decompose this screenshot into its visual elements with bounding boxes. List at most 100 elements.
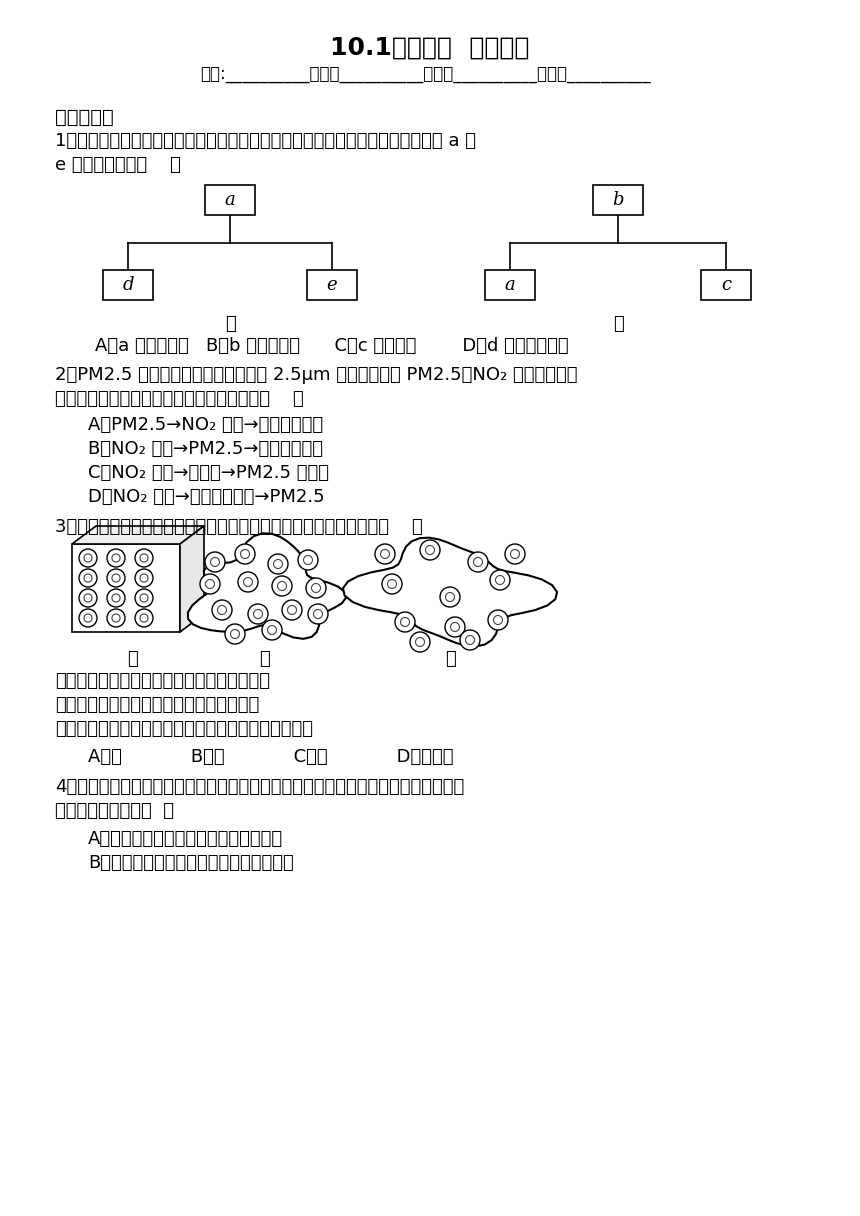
Text: B．把物质不断分割，分到物质看不见为止: B．把物质不断分割，分到物质看不见为止 [88,854,294,872]
Circle shape [440,587,460,607]
Circle shape [112,593,120,602]
Text: 2．PM2.5 是指大气中直径小于或等于 2.5μm 的颗粒物，把 PM2.5、NO₂ 分子、电子、: 2．PM2.5 是指大气中直径小于或等于 2.5μm 的颗粒物，把 PM2.5、… [55,366,578,384]
Circle shape [135,609,153,627]
Circle shape [474,557,482,567]
Circle shape [79,589,97,607]
Circle shape [494,615,502,625]
Circle shape [490,570,510,590]
Circle shape [420,540,440,561]
Circle shape [225,624,245,644]
Circle shape [388,580,396,589]
Circle shape [495,575,505,585]
Text: c: c [721,276,731,294]
Circle shape [205,552,225,572]
Polygon shape [343,537,557,647]
Bar [701,270,751,300]
Bar [593,185,643,215]
Text: D．NO₂ 分子→原子核一电子→PM2.5: D．NO₂ 分子→原子核一电子→PM2.5 [88,488,324,506]
Text: 丙．分子几乎不受力的作用，就像操场上乱跑的学生。: 丙．分子几乎不受力的作用，就像操场上乱跑的学生。 [55,720,313,738]
Text: 学校:__________姓名：__________班级：__________考号：__________: 学校:__________姓名：__________班级：__________考… [200,66,651,84]
Circle shape [465,636,475,644]
Circle shape [84,574,92,582]
Circle shape [248,604,268,624]
Text: 乙: 乙 [612,315,624,333]
Text: d: d [122,276,134,294]
Circle shape [243,578,253,586]
Circle shape [298,550,318,570]
Text: a: a [505,276,515,294]
Circle shape [311,584,321,592]
Circle shape [211,557,219,567]
Text: C．NO₂ 分子→原子核→PM2.5 一电子: C．NO₂ 分子→原子核→PM2.5 一电子 [88,465,329,482]
Bar [307,270,357,300]
Circle shape [112,574,120,582]
Text: 甲: 甲 [224,315,236,333]
Text: a: a [224,191,236,209]
Bar [205,185,255,215]
Circle shape [218,606,226,614]
Circle shape [140,593,148,602]
Polygon shape [180,527,204,632]
Circle shape [375,544,395,564]
Bar [103,270,153,300]
Text: A．a 表示氧原子   B．b 表示原子核      C．c 表示电子        D．d 可能带负电荷: A．a 表示氧原子 B．b 表示原子核 C．c 表示电子 D．d 可能带负电荷 [95,337,568,355]
Circle shape [306,578,326,598]
Text: 丙: 丙 [445,651,456,668]
Circle shape [314,609,322,619]
Circle shape [206,580,214,589]
Circle shape [308,604,328,624]
Circle shape [230,630,239,638]
Circle shape [395,612,415,632]
Circle shape [262,620,282,640]
Text: b: b [612,191,624,209]
Circle shape [107,589,125,607]
Text: A．甲            B．乙            C．丙            D．乙和丙: A．甲 B．乙 C．丙 D．乙和丙 [88,748,453,766]
Polygon shape [188,534,346,638]
Circle shape [212,599,232,620]
Circle shape [112,614,120,623]
Bar [485,270,535,300]
Circle shape [135,589,153,607]
Text: 10.1认识分子  同步练习: 10.1认识分子 同步练习 [330,36,530,60]
Circle shape [267,625,277,635]
Circle shape [426,546,434,554]
Circle shape [140,574,148,582]
Text: 甲．分子排列规则，就像坐在座位上的学生；: 甲．分子排列规则，就像坐在座位上的学生； [55,672,270,689]
Circle shape [84,554,92,562]
Circle shape [107,609,125,627]
Text: B．NO₂ 分子→PM2.5→原子核一电子: B．NO₂ 分子→PM2.5→原子核一电子 [88,440,323,458]
Text: 乙: 乙 [260,651,270,668]
Circle shape [382,574,402,593]
Circle shape [140,614,148,623]
Circle shape [505,544,525,564]
Circle shape [445,592,454,602]
Circle shape [84,614,92,623]
Text: 4．由于肉眼无法观察到物质的内部结构，这给人们探究物质的结构带来了困难，科学: 4．由于肉眼无法观察到物质的内部结构，这给人们探究物质的结构带来了困难，科学 [55,778,464,796]
Circle shape [410,632,430,652]
Circle shape [200,574,220,593]
Circle shape [511,550,519,558]
Circle shape [468,552,488,572]
Circle shape [107,548,125,567]
Circle shape [79,548,97,567]
Circle shape [268,554,288,574]
Circle shape [84,593,92,602]
Text: 1．如图所示的甲、乙表示氧原子及其组成粒子的结构图。各粒子和氧原子分别用 a 到: 1．如图所示的甲、乙表示氧原子及其组成粒子的结构图。各粒子和氧原子分别用 a 到 [55,133,476,150]
Circle shape [107,569,125,587]
Text: 乙．分子可以移动，像课间教室中的学生；: 乙．分子可以移动，像课间教室中的学生； [55,696,259,714]
Text: e 符号表示，则（    ）: e 符号表示，则（ ） [55,156,181,174]
Circle shape [140,554,148,562]
Circle shape [79,609,97,627]
Circle shape [380,550,390,558]
Circle shape [273,559,282,569]
Circle shape [401,618,409,626]
Text: e: e [327,276,337,294]
Circle shape [304,556,312,564]
Text: 甲: 甲 [126,651,138,668]
Circle shape [112,554,120,562]
Circle shape [238,572,258,592]
Circle shape [241,550,249,558]
Circle shape [287,606,297,614]
Text: 3．甲、乙、丙三幅图中，能形象地描述气态物质分子排列方式的是（    ）: 3．甲、乙、丙三幅图中，能形象地描述气态物质分子排列方式的是（ ） [55,518,423,536]
Circle shape [135,569,153,587]
